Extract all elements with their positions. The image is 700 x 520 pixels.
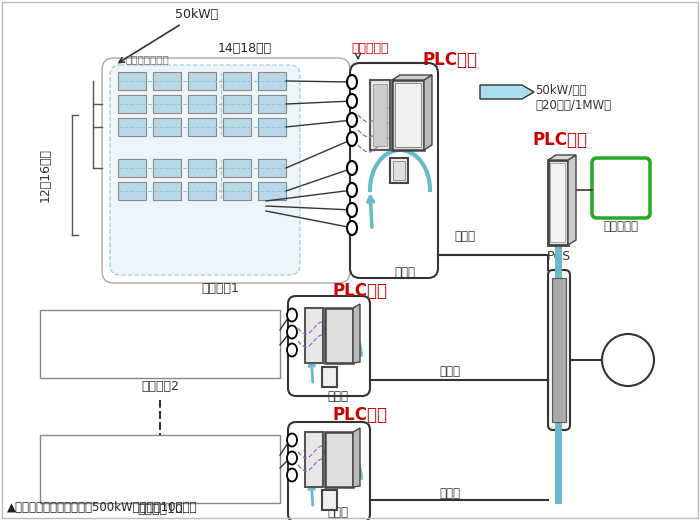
Ellipse shape — [287, 326, 297, 339]
Bar — [550, 163, 565, 242]
Ellipse shape — [347, 183, 357, 197]
Bar — [223, 182, 251, 200]
FancyBboxPatch shape — [110, 65, 300, 275]
Bar — [258, 159, 286, 177]
Bar — [305, 308, 323, 363]
Text: 50kW分: 50kW分 — [119, 8, 218, 62]
Bar — [153, 159, 181, 177]
Ellipse shape — [287, 451, 297, 464]
Text: 50kW/子機
（20子機/1MW）: 50kW/子機 （20子機/1MW） — [535, 84, 611, 112]
Bar — [153, 95, 181, 113]
Polygon shape — [424, 75, 432, 150]
Text: 接続箱: 接続箱 — [395, 266, 416, 279]
Bar — [305, 432, 323, 487]
Bar — [392, 80, 424, 150]
Text: 電流センサ: 電流センサ — [351, 42, 388, 55]
Bar — [223, 118, 251, 136]
Text: PLC親機: PLC親機 — [533, 131, 587, 149]
Bar — [395, 83, 421, 147]
Text: PLC子機: PLC子機 — [423, 51, 477, 69]
FancyBboxPatch shape — [288, 296, 370, 396]
Text: 電源線: 電源線 — [440, 365, 461, 378]
Ellipse shape — [347, 221, 357, 235]
Bar — [390, 158, 408, 183]
Ellipse shape — [287, 344, 297, 357]
Bar — [188, 118, 216, 136]
Bar — [153, 118, 181, 136]
FancyBboxPatch shape — [548, 270, 570, 430]
Bar — [370, 80, 390, 150]
Text: 接続箱: 接続箱 — [328, 390, 349, 403]
Bar — [258, 182, 286, 200]
Bar — [188, 72, 216, 90]
Text: ブロック1: ブロック1 — [201, 282, 239, 295]
Bar — [258, 72, 286, 90]
Text: ブロック2: ブロック2 — [141, 380, 179, 393]
Bar — [223, 72, 251, 90]
Bar — [40, 435, 280, 503]
Text: モニタ装置: モニタ装置 — [603, 220, 638, 233]
FancyArrow shape — [480, 85, 534, 99]
Text: PCS: PCS — [547, 250, 571, 263]
Bar — [393, 161, 405, 180]
FancyBboxPatch shape — [350, 63, 438, 278]
Bar — [325, 432, 353, 487]
Circle shape — [602, 334, 654, 386]
Text: ～: ～ — [622, 353, 634, 371]
FancyBboxPatch shape — [288, 422, 370, 520]
Text: 12～16並列: 12～16並列 — [38, 148, 52, 202]
Bar — [223, 95, 251, 113]
Bar — [223, 159, 251, 177]
Bar — [118, 72, 146, 90]
Polygon shape — [353, 428, 360, 487]
Bar — [548, 160, 568, 245]
Text: 電源線: 電源線 — [440, 487, 461, 500]
Bar — [153, 72, 181, 90]
Bar — [118, 118, 146, 136]
Bar — [258, 95, 286, 113]
Bar — [373, 84, 387, 146]
Bar — [153, 182, 181, 200]
Text: PLC子機: PLC子機 — [332, 406, 388, 424]
Bar — [325, 308, 353, 363]
Ellipse shape — [287, 434, 297, 447]
FancyBboxPatch shape — [592, 158, 650, 218]
Text: 電源線: 電源線 — [454, 230, 475, 243]
Bar — [188, 159, 216, 177]
Ellipse shape — [347, 94, 357, 108]
Text: ▲監視システムの構成例（500kW分：子機10台分）: ▲監視システムの構成例（500kW分：子機10台分） — [7, 501, 197, 514]
Ellipse shape — [347, 203, 357, 217]
Bar — [322, 490, 337, 510]
Bar — [40, 310, 280, 378]
Ellipse shape — [287, 308, 297, 321]
FancyBboxPatch shape — [102, 58, 350, 283]
Ellipse shape — [347, 161, 357, 175]
Polygon shape — [353, 304, 360, 363]
Ellipse shape — [347, 113, 357, 127]
Ellipse shape — [347, 75, 357, 89]
Bar — [188, 182, 216, 200]
Text: PLC子機: PLC子機 — [332, 282, 388, 300]
Text: ソーラーパネル: ソーラーパネル — [125, 54, 169, 64]
Text: 接続箱: 接続箱 — [328, 506, 349, 519]
Polygon shape — [568, 155, 576, 245]
Bar — [188, 95, 216, 113]
Bar — [118, 182, 146, 200]
Bar — [258, 118, 286, 136]
Bar — [552, 278, 566, 422]
Polygon shape — [392, 75, 432, 80]
Text: 14～18直列: 14～18直列 — [218, 42, 272, 55]
Bar — [322, 367, 337, 387]
Polygon shape — [548, 155, 576, 160]
Bar — [118, 159, 146, 177]
Text: ブロック10: ブロック10 — [137, 503, 183, 516]
Bar — [118, 95, 146, 113]
Ellipse shape — [347, 132, 357, 146]
Ellipse shape — [287, 469, 297, 482]
